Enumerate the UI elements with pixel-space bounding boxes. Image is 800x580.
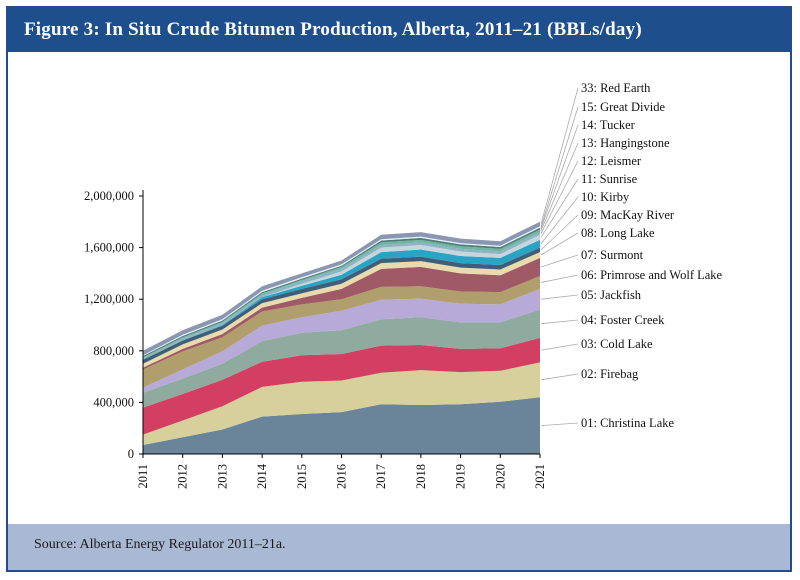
legend-label: 08: Long Lake — [581, 226, 655, 240]
x-tick-label: 2014 — [255, 463, 269, 489]
legend-leader-line — [540, 319, 579, 325]
area-series-group — [143, 221, 540, 454]
x-tick-label: 2013 — [215, 464, 229, 489]
figure-header: Figure 3: In Situ Crude Bitumen Producti… — [8, 8, 790, 52]
legend-leader-line — [540, 124, 579, 229]
x-tick-label: 2021 — [533, 464, 547, 489]
legend-leader-line — [540, 422, 579, 427]
legend-leader-line — [540, 294, 579, 300]
legend-leader-line — [540, 373, 579, 381]
legend-leader-line — [540, 343, 579, 351]
y-tick-label: 0 — [128, 447, 134, 461]
x-tick-label: 2019 — [454, 464, 468, 489]
legend-label: 05: Jackfish — [581, 288, 642, 302]
legend-label: 04: Foster Creek — [581, 313, 665, 327]
y-tick-label: 400,000 — [93, 395, 134, 409]
legend-leader-line — [540, 142, 579, 231]
x-tick-label: 2016 — [335, 464, 349, 489]
legend-label: 14: Tucker — [581, 118, 636, 132]
x-tick-label: 2020 — [493, 464, 507, 489]
source-note: Source: Alberta Energy Regulator 2011–21… — [34, 537, 286, 552]
legend-label: 13: Hangingstone — [581, 136, 670, 150]
legend-group: 01: Christina Lake 02: Firebag 03: Cold La… — [540, 81, 723, 430]
legend-label: 09: MacKay River — [581, 208, 675, 222]
legend-leader-line — [540, 87, 579, 225]
axes-group: 0 400,000 800,000 1,200,000 1,600,000 2,000,0… — [84, 189, 547, 489]
area-series-03 — [143, 337, 540, 435]
legend-leader-line — [540, 106, 579, 228]
legend-leader-line — [540, 254, 579, 268]
y-tick-label: 1,600,000 — [84, 241, 134, 255]
x-tick-label: 2015 — [295, 464, 309, 489]
legend-leader-line — [540, 178, 579, 238]
figure-frame: Figure 3: In Situ Crude Bitumen Producti… — [6, 6, 792, 572]
legend-leader-line — [540, 160, 579, 234]
legend-leader-line — [540, 274, 579, 283]
x-tick-label: 2018 — [414, 464, 428, 489]
legend-label: 33: Red Earth — [581, 81, 651, 95]
area-series-01 — [143, 397, 540, 454]
legend-label: 11: Sunrise — [581, 172, 638, 186]
legend-label: 02: Firebag — [581, 367, 639, 381]
area-series-04 — [143, 309, 540, 408]
figure-title: Figure 3: In Situ Crude Bitumen Producti… — [24, 19, 642, 40]
y-tick-label: 1,200,000 — [84, 292, 134, 306]
x-tick-label: 2017 — [374, 464, 388, 489]
legend-label: 15: Great Divide — [581, 100, 665, 114]
legend-label: 03: Cold Lake — [581, 337, 653, 351]
x-tick-label: 2011 — [136, 464, 150, 489]
y-tick-label: 800,000 — [93, 344, 134, 358]
y-tick-label: 2,000,000 — [84, 189, 134, 203]
legend-label: 06: Primrose and Wolf Lake — [581, 268, 723, 282]
legend-label: 07: Surmont — [581, 248, 644, 262]
legend-leader-line — [540, 232, 579, 256]
area-series-07 — [143, 257, 540, 370]
figure-footer: Source: Alberta Energy Regulator 2011–21… — [8, 524, 790, 570]
legend-label: 10: Kirby — [581, 190, 630, 204]
legend-leader-line — [540, 196, 579, 244]
area-series-05 — [143, 288, 540, 393]
area-series-02 — [143, 362, 540, 445]
legend-label: 01: Christina Lake — [581, 416, 674, 430]
legend-leader-line — [540, 214, 579, 251]
legend-label: 12: Leismer — [581, 154, 642, 168]
x-tick-label: 2012 — [176, 464, 190, 489]
